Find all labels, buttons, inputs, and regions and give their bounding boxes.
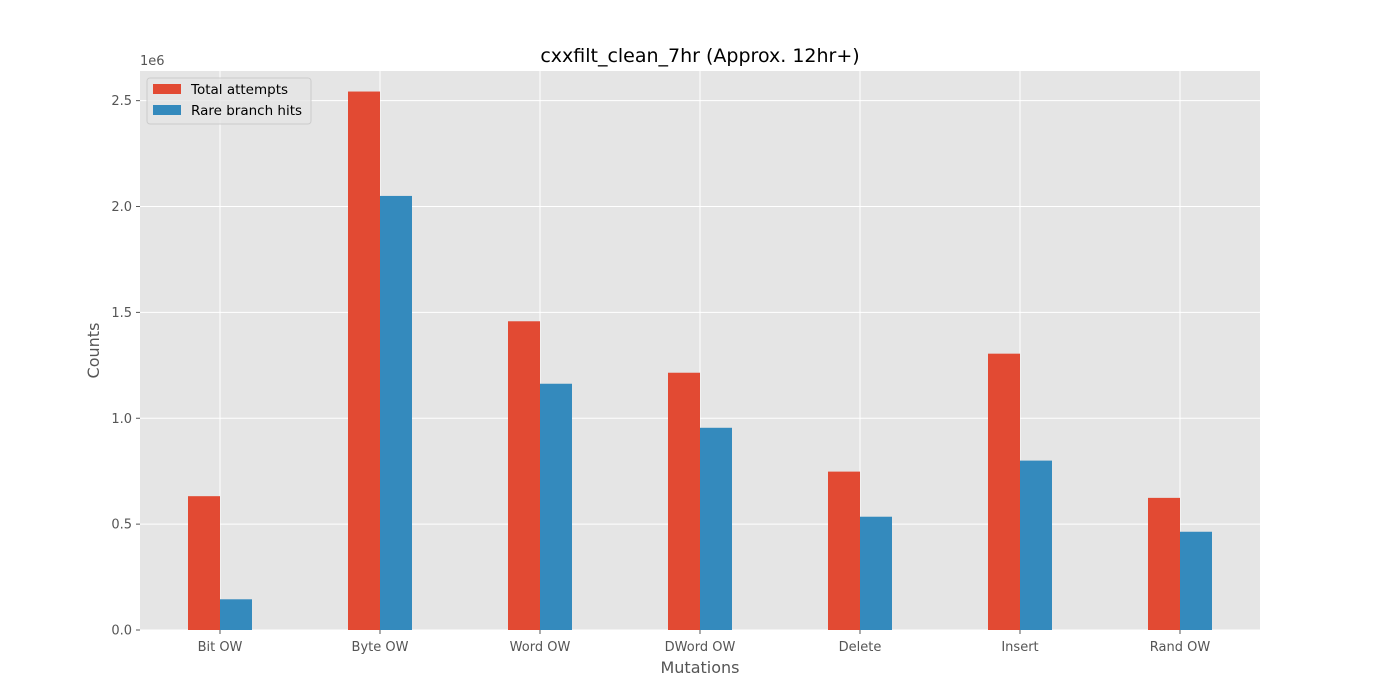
bar-rare-branch-hits <box>700 427 732 630</box>
x-tick-label: Rand OW <box>1150 640 1211 655</box>
y-tick-label: 0.0 <box>111 624 132 639</box>
x-axis-label: Mutations <box>660 658 739 677</box>
y-tick-label: 1.0 <box>111 412 132 427</box>
y-axis-ticks: 0.0 0.5 1.0 1.5 2.0 2.5 <box>111 94 140 639</box>
bar-total-attempts <box>668 372 700 630</box>
bar-total-attempts <box>508 321 540 630</box>
y-tick-label: 1.5 <box>111 306 132 321</box>
bar-rare-branch-hits <box>380 195 412 630</box>
y-tick-label: 2.0 <box>111 200 132 215</box>
x-tick-label: Insert <box>1001 640 1038 655</box>
x-tick-label: Byte OW <box>352 640 409 655</box>
bar-rare-branch-hits <box>1020 460 1052 630</box>
legend: Total attempts Rare branch hits <box>146 77 312 125</box>
bars <box>188 91 1212 631</box>
x-tick-label: Delete <box>839 640 882 655</box>
bar-rare-branch-hits <box>220 599 252 630</box>
x-tick-label: Bit OW <box>198 640 243 655</box>
legend-swatch <box>153 105 181 115</box>
bar-total-attempts <box>988 353 1020 630</box>
y-tick-label: 2.5 <box>111 94 132 109</box>
legend-swatch <box>153 84 181 94</box>
bar-total-attempts <box>828 471 860 630</box>
x-tick-label: Word OW <box>510 640 571 655</box>
bar-total-attempts <box>348 91 380 631</box>
bar-rare-branch-hits <box>860 516 892 630</box>
legend-frame <box>146 77 312 125</box>
chart-title: cxxfilt_clean_7hr (Approx. 12hr+) <box>540 45 859 67</box>
y-axis-label: Counts <box>84 323 103 379</box>
bar-total-attempts <box>188 496 220 630</box>
y-axis-scale-label: 1e6 <box>140 54 165 69</box>
x-axis-ticks: Bit OW Byte OW Word OW DWord OW Delete Insert… <box>198 630 1211 655</box>
bar-rare-branch-hits <box>1180 531 1212 630</box>
y-tick-label: 0.5 <box>111 518 132 533</box>
legend-entry-label: Rare branch hits <box>191 103 302 119</box>
bar-total-attempts <box>1148 497 1180 630</box>
legend-entry-label: Total attempts <box>190 82 288 98</box>
x-tick-label: DWord OW <box>665 640 736 655</box>
bar-rare-branch-hits <box>540 383 572 630</box>
